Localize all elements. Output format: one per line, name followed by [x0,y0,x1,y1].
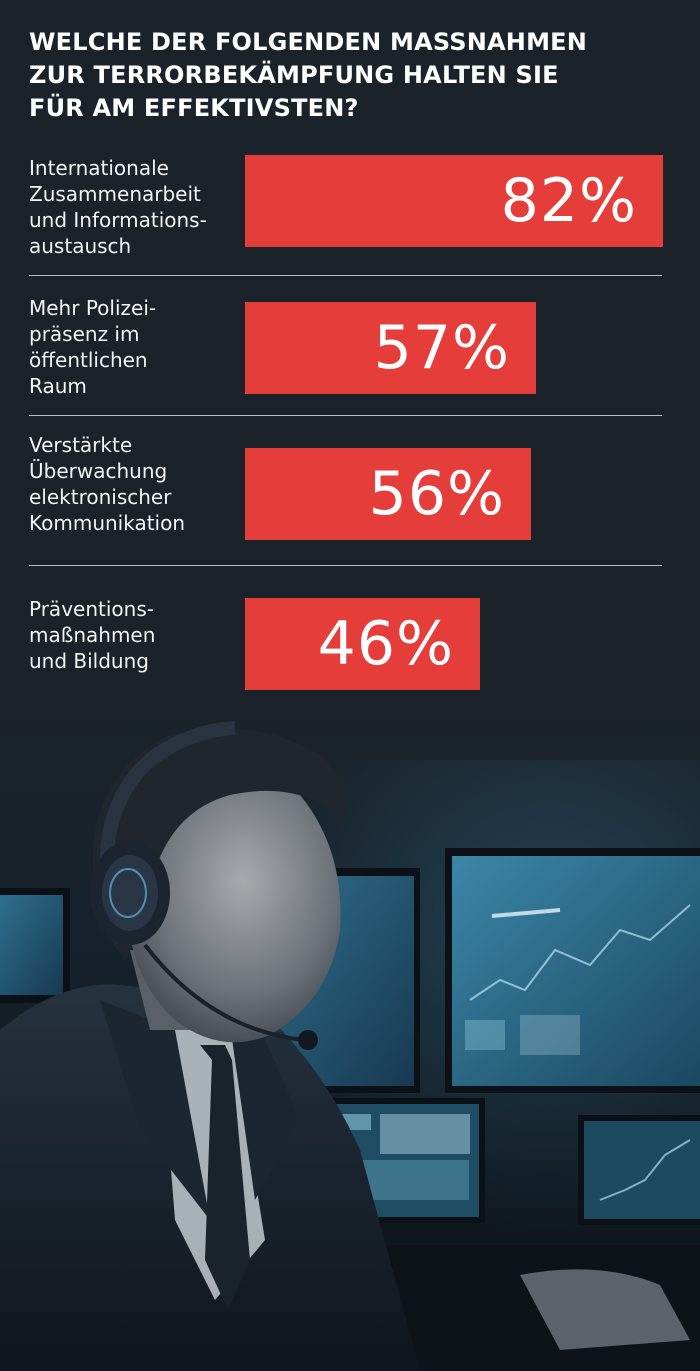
bar: 56% [245,448,531,540]
divider [29,415,662,416]
data-label: 82% [500,166,637,236]
bar: 82% [245,155,663,247]
data-label: 46% [317,609,454,679]
chart-title: WELCHE DER FOLGENDEN MASSNAHMEN ZUR TERR… [29,28,588,122]
divider [29,275,662,276]
bar: 46% [245,598,480,690]
person [0,721,690,1371]
bar: 57% [245,302,536,394]
category-label: Mehr Polizei- präsenz im öffentlichen Ra… [29,296,157,398]
photo-illustration [0,700,700,1371]
divider [29,565,662,566]
category-label: Präventions- maßnahmen und Bildung [29,597,156,673]
data-label: 56% [368,459,505,529]
monitor [445,848,700,1093]
control-room-photo [0,700,700,1371]
data-label: 57% [373,313,510,383]
category-label: Verstärkte Überwachung elektronischer Ko… [29,433,186,535]
category-label: Internationale Zusammenarbeit und Inform… [29,156,207,258]
monitor [578,1115,700,1225]
monitor [0,888,70,1003]
